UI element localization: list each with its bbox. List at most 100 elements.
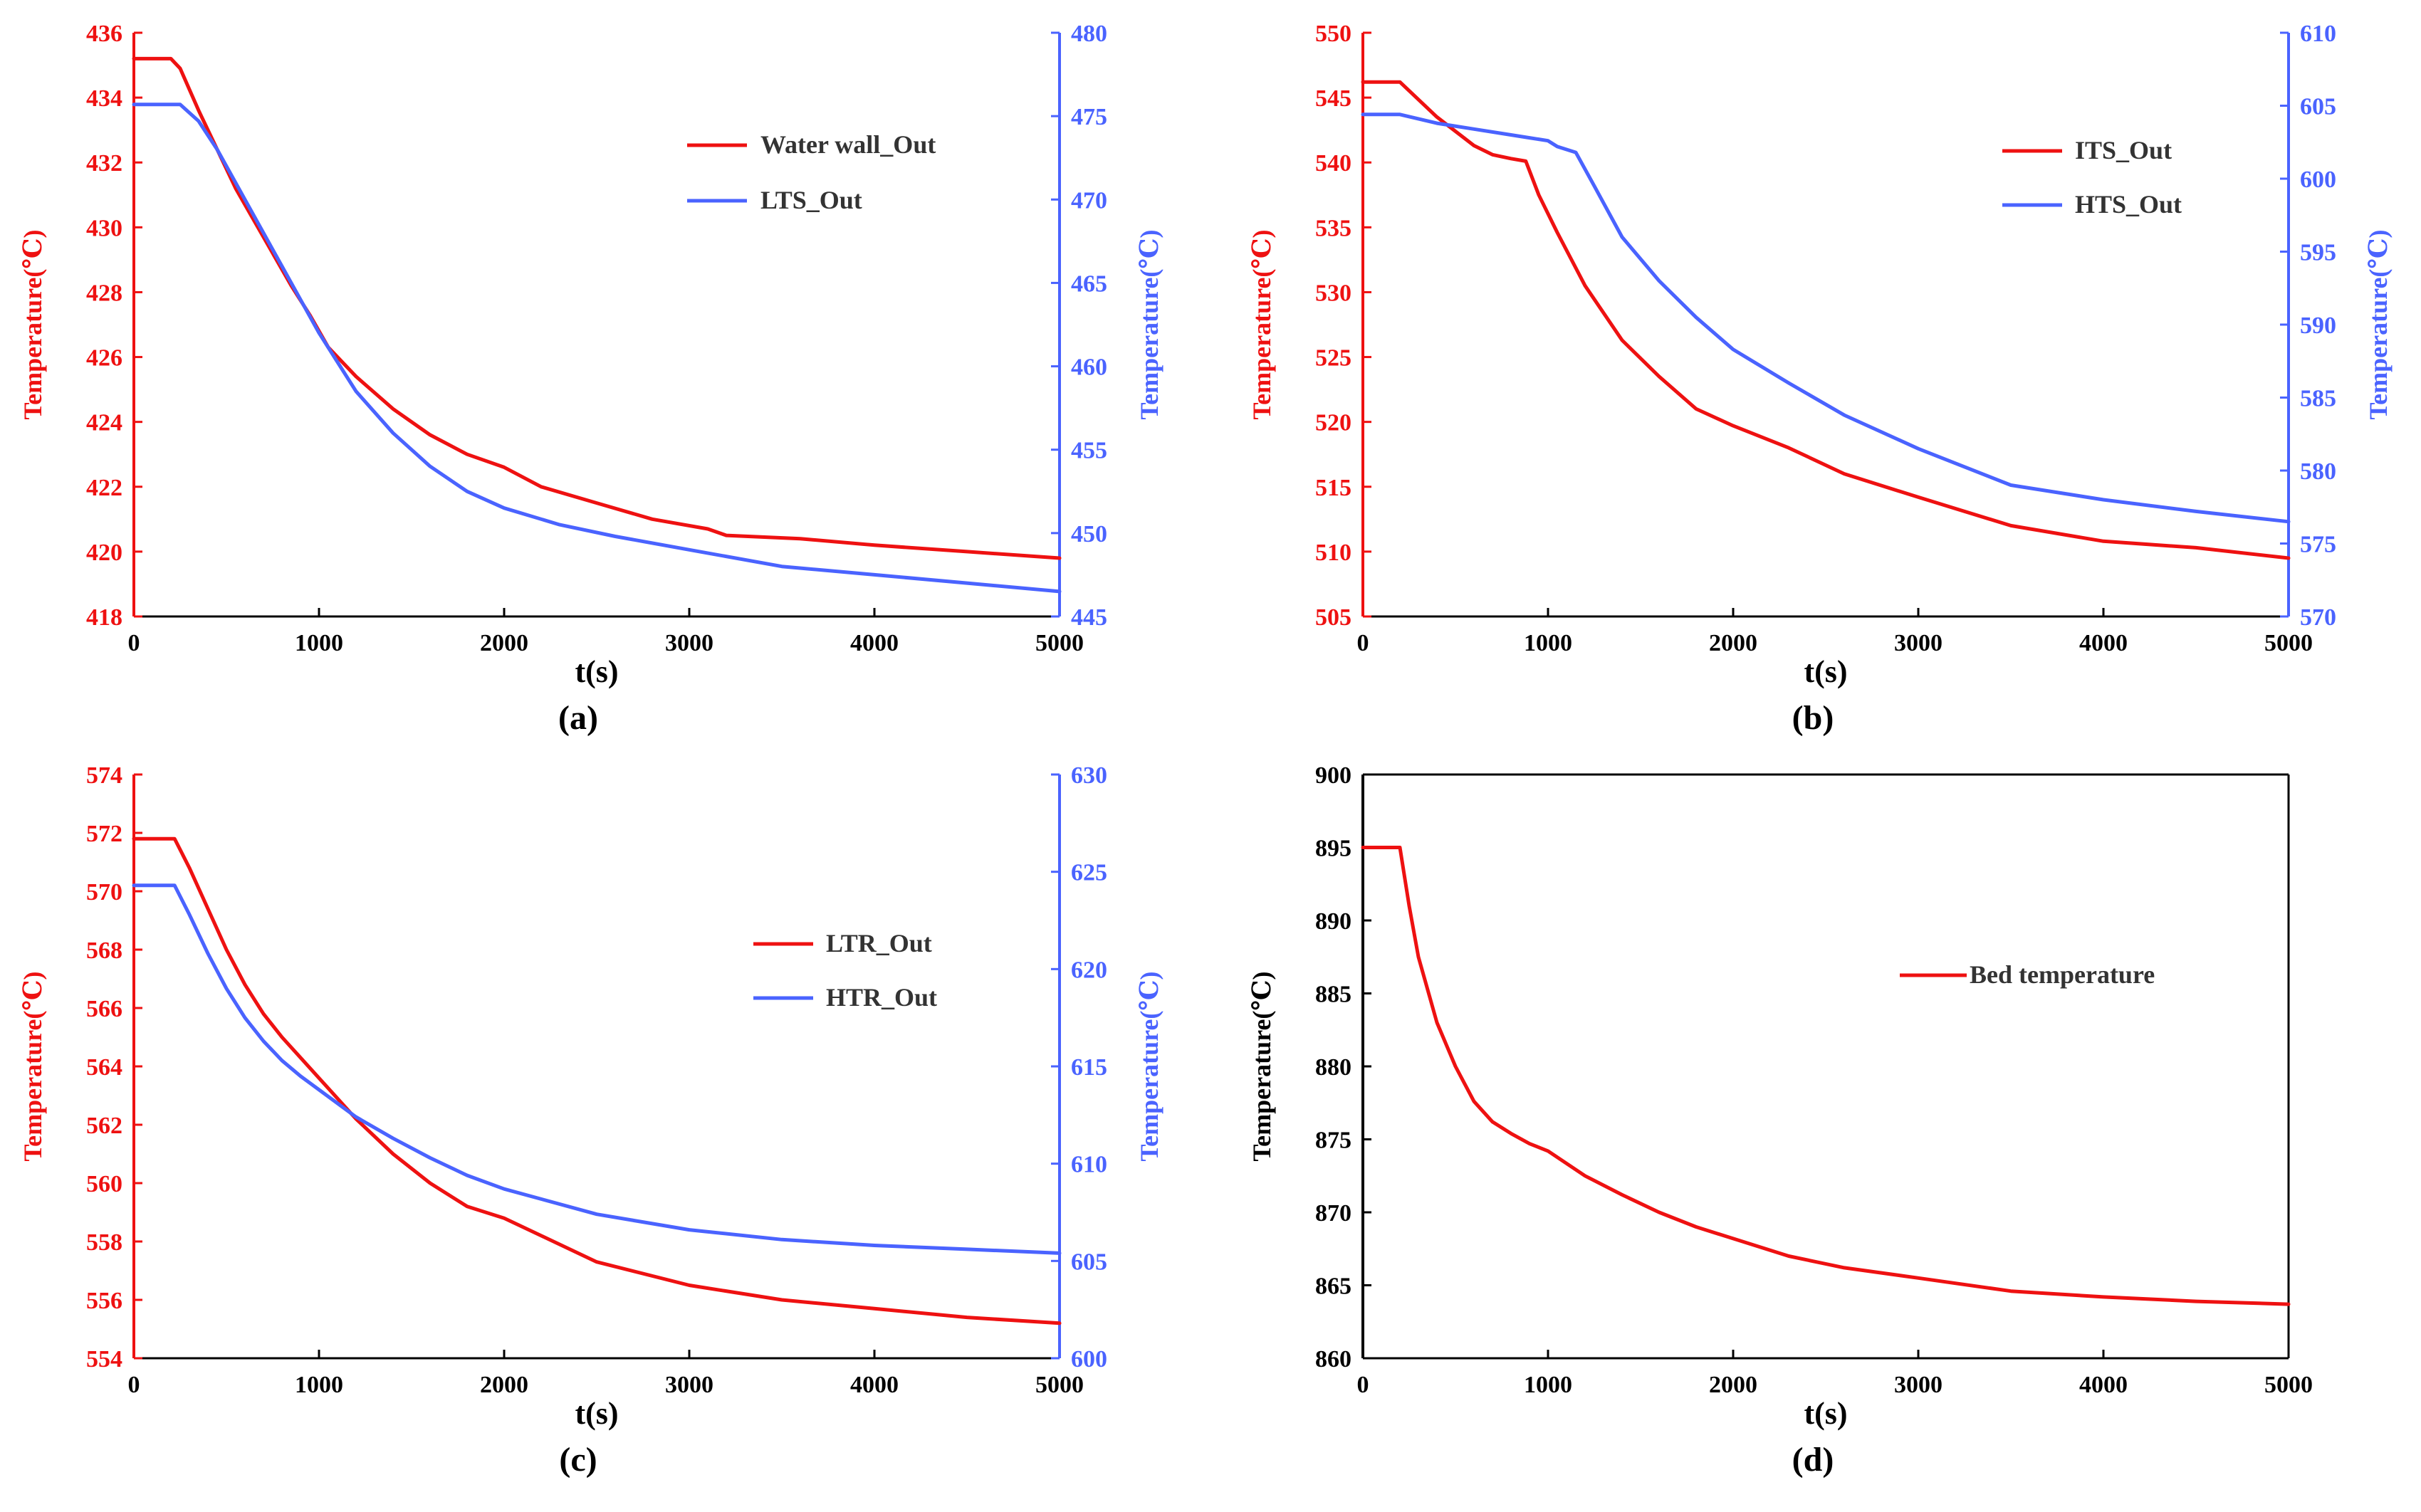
left-tick-label: 525 <box>1315 345 1351 372</box>
left-tick-label: 426 <box>86 345 122 372</box>
right-tick-label: 460 <box>1071 355 1107 381</box>
left-tick-label: 865 <box>1315 1274 1351 1300</box>
x-tick-label: 3000 <box>1894 1372 1942 1398</box>
left-tick-label: 880 <box>1315 1054 1351 1081</box>
left-tick-label: 554 <box>86 1346 122 1372</box>
left-tick-label: 860 <box>1315 1346 1351 1372</box>
x-tick-label: 2000 <box>1709 1372 1757 1398</box>
right-tick-label: 595 <box>2300 240 2336 266</box>
series-line-2 <box>132 883 1062 1255</box>
right-tick-label: 615 <box>1071 1054 1107 1081</box>
left-tick-label: 510 <box>1315 540 1351 566</box>
left-tick-label: 420 <box>86 540 122 566</box>
left-tick-label: 900 <box>1315 762 1351 789</box>
left-tick-label: 875 <box>1315 1128 1351 1154</box>
left-tick-label: 556 <box>86 1288 122 1314</box>
right-axis-title: Temperature(℃) <box>2364 229 2393 419</box>
x-axis-title: t(s) <box>575 1396 618 1431</box>
x-tick-label: 3000 <box>665 630 713 656</box>
right-tick-label: 620 <box>1071 957 1107 983</box>
right-axis-title: Temperature(℃) <box>1135 229 1164 419</box>
right-axis-title: Temperature(℃) <box>1135 971 1164 1161</box>
panel-b: 0 1000 2000 3000 4000 5000 t(s) 505 510 515 520 525… <box>1248 21 2393 737</box>
left-tick-label: 570 <box>86 879 122 905</box>
left-tick-label: 422 <box>86 475 122 501</box>
left-tick-label: 560 <box>86 1171 122 1197</box>
x-tick-label: 4000 <box>850 1372 899 1398</box>
left-tick-label: 505 <box>1315 604 1351 631</box>
right-tick-label: 580 <box>2300 458 2336 485</box>
x-tick-label: 4000 <box>850 630 899 656</box>
x-tick-label: 5000 <box>2264 1372 2313 1398</box>
right-tick-label: 465 <box>1071 271 1107 297</box>
left-axis-title: Temperature(℃) <box>19 971 47 1161</box>
left-tick-label: 550 <box>1315 21 1351 47</box>
x-tick-label: 5000 <box>2264 630 2313 656</box>
left-tick-label: 890 <box>1315 908 1351 935</box>
right-tick-label: 590 <box>2300 313 2336 339</box>
legend-label: HTR_Out <box>826 983 937 1012</box>
x-tick-label: 4000 <box>2079 1372 2128 1398</box>
legend-label: LTR_Out <box>826 929 932 957</box>
left-tick-label: 574 <box>86 762 122 789</box>
legend-label: HTS_Out <box>2075 190 2182 219</box>
x-tick-label: 3000 <box>1894 630 1942 656</box>
series-line-1 <box>132 836 1062 1325</box>
x-tick-label: 3000 <box>665 1372 713 1398</box>
x-tick-label: 1000 <box>1524 1372 1572 1398</box>
right-tick-label: 610 <box>1071 1152 1107 1178</box>
left-tick-label: 564 <box>86 1054 122 1081</box>
left-tick-label: 566 <box>86 996 122 1022</box>
left-tick-label: 530 <box>1315 280 1351 306</box>
x-tick-label: 1000 <box>295 630 343 656</box>
x-axis-title: t(s) <box>1804 1396 1847 1431</box>
left-tick-label: 424 <box>86 410 122 436</box>
x-tick-label: 2000 <box>1709 630 1757 656</box>
panel-caption: (b) <box>1792 699 1834 737</box>
x-tick-label: 2000 <box>480 1372 528 1398</box>
series-line-2 <box>132 103 1062 594</box>
series-line-1 <box>1361 846 2291 1306</box>
x-axis-title: t(s) <box>1804 654 1847 689</box>
x-tick-label: 2000 <box>480 630 528 656</box>
right-tick-label: 450 <box>1071 521 1107 547</box>
x-tick-label: 0 <box>128 1372 140 1398</box>
series-line-2 <box>1361 112 2291 524</box>
panel-caption: (c) <box>559 1441 597 1479</box>
right-tick-label: 610 <box>2300 21 2336 47</box>
right-tick-label: 630 <box>1071 762 1107 789</box>
right-tick-label: 570 <box>2300 604 2336 631</box>
left-tick-label: 434 <box>86 85 122 112</box>
left-tick-label: 432 <box>86 150 122 177</box>
left-tick-label: 418 <box>86 604 122 631</box>
left-tick-label: 545 <box>1315 85 1351 112</box>
right-tick-label: 605 <box>1071 1249 1107 1275</box>
left-axis-title: Temperature(℃) <box>1248 229 1276 419</box>
right-tick-label: 470 <box>1071 187 1107 214</box>
x-tick-label: 1000 <box>1524 630 1572 656</box>
left-axis-title: Temperature(℃) <box>19 229 47 419</box>
right-tick-label: 455 <box>1071 438 1107 464</box>
series-line-1 <box>1361 80 2291 560</box>
left-tick-label: 558 <box>86 1229 122 1256</box>
left-tick-label: 535 <box>1315 215 1351 241</box>
left-tick-label: 540 <box>1315 150 1351 177</box>
x-tick-label: 0 <box>1357 1372 1369 1398</box>
right-tick-label: 600 <box>1071 1346 1107 1372</box>
right-tick-label: 480 <box>1071 21 1107 47</box>
right-tick-label: 605 <box>2300 94 2336 120</box>
x-tick-label: 5000 <box>1035 1372 1084 1398</box>
x-tick-label: 4000 <box>2079 630 2128 656</box>
x-axis-title: t(s) <box>575 654 618 689</box>
panel-d: 0 1000 2000 3000 4000 5000 t(s) 860 865 870 875 880… <box>1248 762 2313 1479</box>
x-tick-label: 0 <box>1357 630 1369 656</box>
legend-label: LTS_Out <box>760 186 862 214</box>
x-tick-label: 0 <box>128 630 140 656</box>
left-tick-label: 562 <box>86 1113 122 1139</box>
panel-a: 0 1000 2000 3000 4000 5000 t(s) 418 420 422 424 426… <box>19 21 1164 737</box>
left-tick-label: 870 <box>1315 1200 1351 1227</box>
x-tick-label: 1000 <box>295 1372 343 1398</box>
left-axis-title: Temperature(℃) <box>1248 971 1276 1161</box>
right-tick-label: 575 <box>2300 532 2336 558</box>
